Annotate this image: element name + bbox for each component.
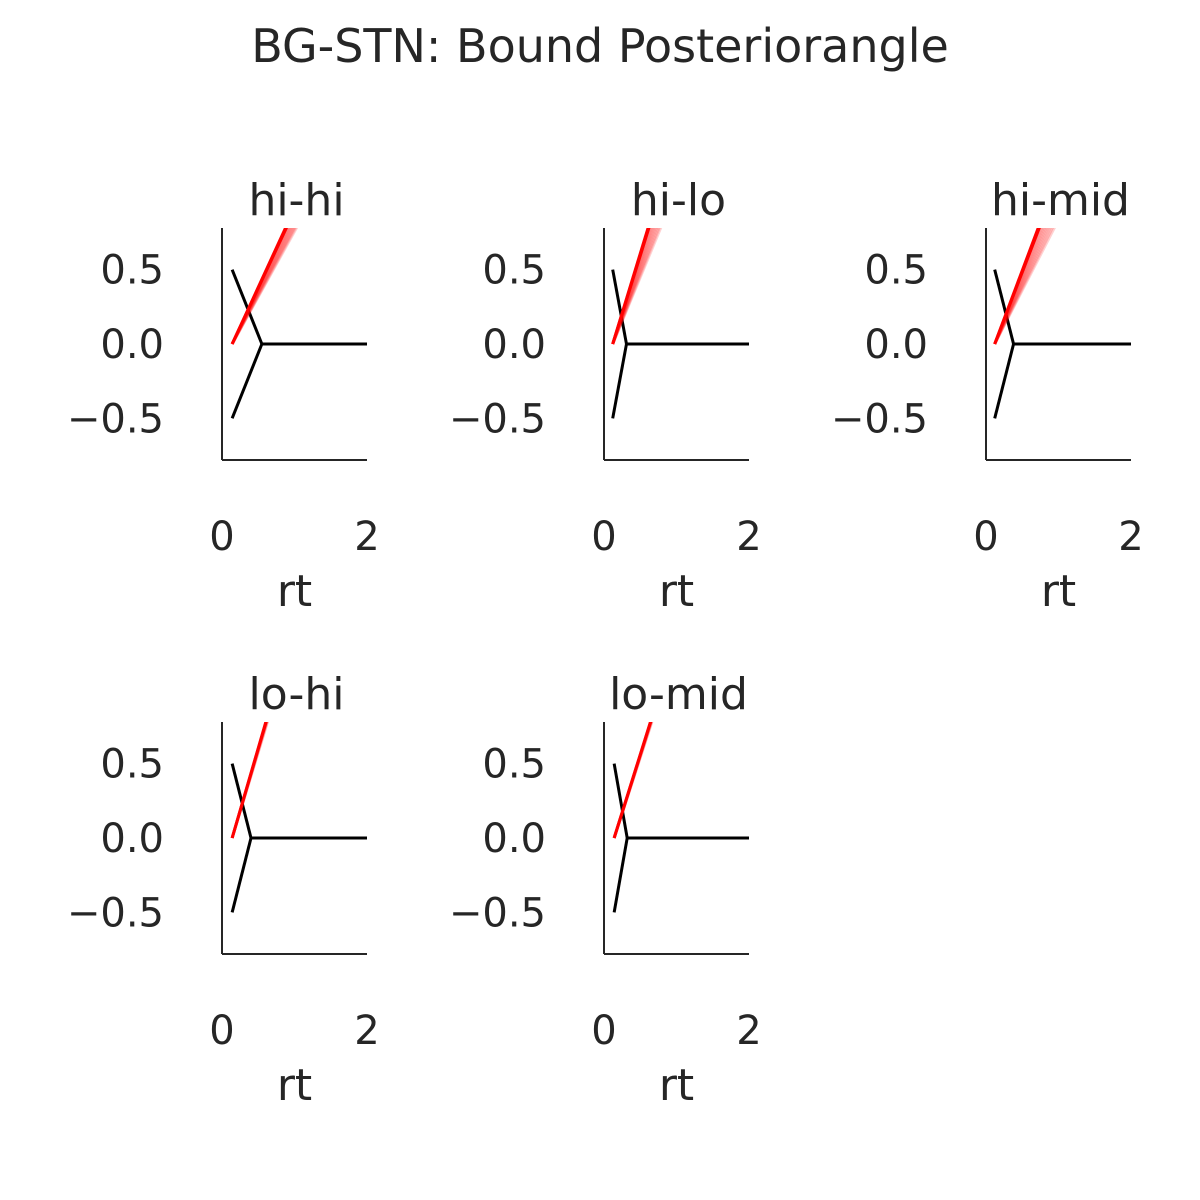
y-tick-label: 0.5 bbox=[864, 248, 928, 294]
subplot-title: hi-mid bbox=[991, 175, 1130, 226]
subplot-hi-mid: hi-mid 0.5 0.0 −0.5 0 2 rt bbox=[831, 175, 1144, 617]
subplot-title: hi-lo bbox=[631, 175, 726, 226]
figure-title: BG-STN: Bound Posteriorangle bbox=[251, 19, 949, 73]
subplot-title: lo-mid bbox=[609, 669, 748, 720]
posterior-sample-line bbox=[230, 228, 293, 345]
posterior-sample-line bbox=[230, 228, 291, 345]
posterior-sample-line bbox=[993, 228, 1053, 345]
posterior-sample-line bbox=[230, 228, 296, 345]
y-tick-label: −0.5 bbox=[831, 396, 928, 442]
x-tick-label: 0 bbox=[973, 514, 998, 560]
posterior-sample-line bbox=[612, 722, 654, 839]
bound-lower-line bbox=[611, 343, 628, 419]
y-tick-label: 0.5 bbox=[482, 248, 546, 294]
x-axis-label: rt bbox=[277, 566, 312, 617]
bound-upper-line bbox=[993, 269, 1016, 345]
posterior-sample-line bbox=[993, 228, 1043, 345]
posterior-sample-line bbox=[993, 228, 1054, 345]
subplot-lo-hi: lo-hi 0.5 0.0 −0.5 0 2 rt bbox=[67, 669, 380, 1111]
posterior-sample-line bbox=[993, 228, 1046, 345]
y-tick-label: 0.5 bbox=[482, 742, 546, 788]
posterior-sample-line bbox=[612, 722, 653, 839]
y-tick-label: 0.0 bbox=[482, 322, 546, 368]
posterior-sample-line bbox=[230, 228, 295, 345]
posterior-sample-line bbox=[993, 228, 1056, 345]
posterior-sample-line bbox=[611, 228, 652, 345]
bound-upper-line bbox=[230, 269, 264, 345]
posterior-sample-line bbox=[230, 228, 299, 345]
posterior-sample-line bbox=[611, 228, 656, 345]
posterior-sample-line bbox=[993, 228, 1045, 345]
x-tick-label: 0 bbox=[209, 1008, 234, 1054]
subplot-hi-lo: hi-lo 0.5 0.0 −0.5 0 2 rt bbox=[449, 175, 762, 617]
posterior-sample-line bbox=[612, 722, 653, 839]
x-tick-label: 0 bbox=[591, 514, 616, 560]
y-tick-label: −0.5 bbox=[449, 396, 546, 442]
x-axis-label: rt bbox=[1041, 566, 1076, 617]
x-tick-label: 2 bbox=[736, 514, 761, 560]
posterior-sample-line bbox=[230, 228, 290, 345]
subplot-title: lo-hi bbox=[249, 669, 345, 720]
posterior-sample-line bbox=[993, 228, 1048, 345]
subplot-title: hi-hi bbox=[248, 175, 344, 226]
posterior-sample-line bbox=[611, 228, 661, 345]
bound-lower-line bbox=[230, 837, 253, 913]
posterior-sample-line bbox=[230, 722, 269, 839]
posterior-sample-line bbox=[611, 228, 654, 345]
posterior-sample-line bbox=[993, 228, 1049, 345]
posterior-sample-line bbox=[612, 722, 653, 839]
y-tick-label: −0.5 bbox=[449, 890, 546, 936]
posterior-sample-line bbox=[230, 722, 270, 839]
x-tick-label: 2 bbox=[736, 1008, 761, 1054]
bound-lower-line bbox=[993, 343, 1016, 419]
posterior-sample-line bbox=[611, 228, 657, 345]
y-tick-label: 0.5 bbox=[100, 742, 164, 788]
y-tick-label: −0.5 bbox=[67, 396, 164, 442]
x-tick-label: 0 bbox=[591, 1008, 616, 1054]
posterior-sample-line bbox=[993, 228, 1044, 345]
posterior-sample-line bbox=[611, 228, 651, 345]
posterior-sample-line bbox=[230, 228, 288, 345]
subplot-lo-mid: lo-mid 0.5 0.0 −0.5 0 2 rt bbox=[449, 669, 762, 1111]
y-tick-label: −0.5 bbox=[67, 890, 164, 936]
x-tick-label: 2 bbox=[354, 514, 379, 560]
x-tick-label: 2 bbox=[1118, 514, 1143, 560]
posterior-sample-line bbox=[993, 228, 1041, 345]
bound-lower-line bbox=[230, 343, 264, 419]
posterior-sample-line bbox=[612, 722, 654, 839]
posterior-sample-line bbox=[611, 228, 660, 345]
posterior-sample-line bbox=[611, 228, 663, 345]
bound-upper-line bbox=[611, 269, 628, 345]
x-axis-label: rt bbox=[659, 566, 694, 617]
posterior-sample-line bbox=[230, 228, 289, 345]
x-tick-label: 2 bbox=[354, 1008, 379, 1054]
x-axis-label: rt bbox=[659, 1060, 694, 1111]
posterior-sample-line bbox=[230, 228, 292, 345]
posterior-sample-line bbox=[611, 228, 653, 345]
posterior-sample-line bbox=[230, 228, 297, 345]
y-tick-label: 0.0 bbox=[482, 816, 546, 862]
posterior-sample-line bbox=[230, 722, 269, 839]
posterior-sample-line bbox=[611, 228, 655, 345]
y-tick-label: 0.0 bbox=[100, 322, 164, 368]
posterior-sample-line bbox=[230, 722, 268, 839]
y-tick-label: 0.0 bbox=[864, 322, 928, 368]
bound-lower-line bbox=[612, 837, 629, 913]
subplot-hi-hi: hi-hi 0.5 0.0 −0.5 0 2 rt bbox=[67, 175, 380, 617]
posterior-sample-line bbox=[993, 228, 1051, 345]
x-tick-label: 0 bbox=[209, 514, 234, 560]
x-axis-label: rt bbox=[277, 1060, 312, 1111]
y-tick-label: 0.0 bbox=[100, 816, 164, 862]
posterior-sample-line bbox=[230, 228, 294, 345]
posterior-sample-line bbox=[611, 228, 658, 345]
bound-upper-line bbox=[612, 763, 629, 839]
y-tick-label: 0.5 bbox=[100, 248, 164, 294]
posterior-sample-line bbox=[230, 722, 269, 839]
